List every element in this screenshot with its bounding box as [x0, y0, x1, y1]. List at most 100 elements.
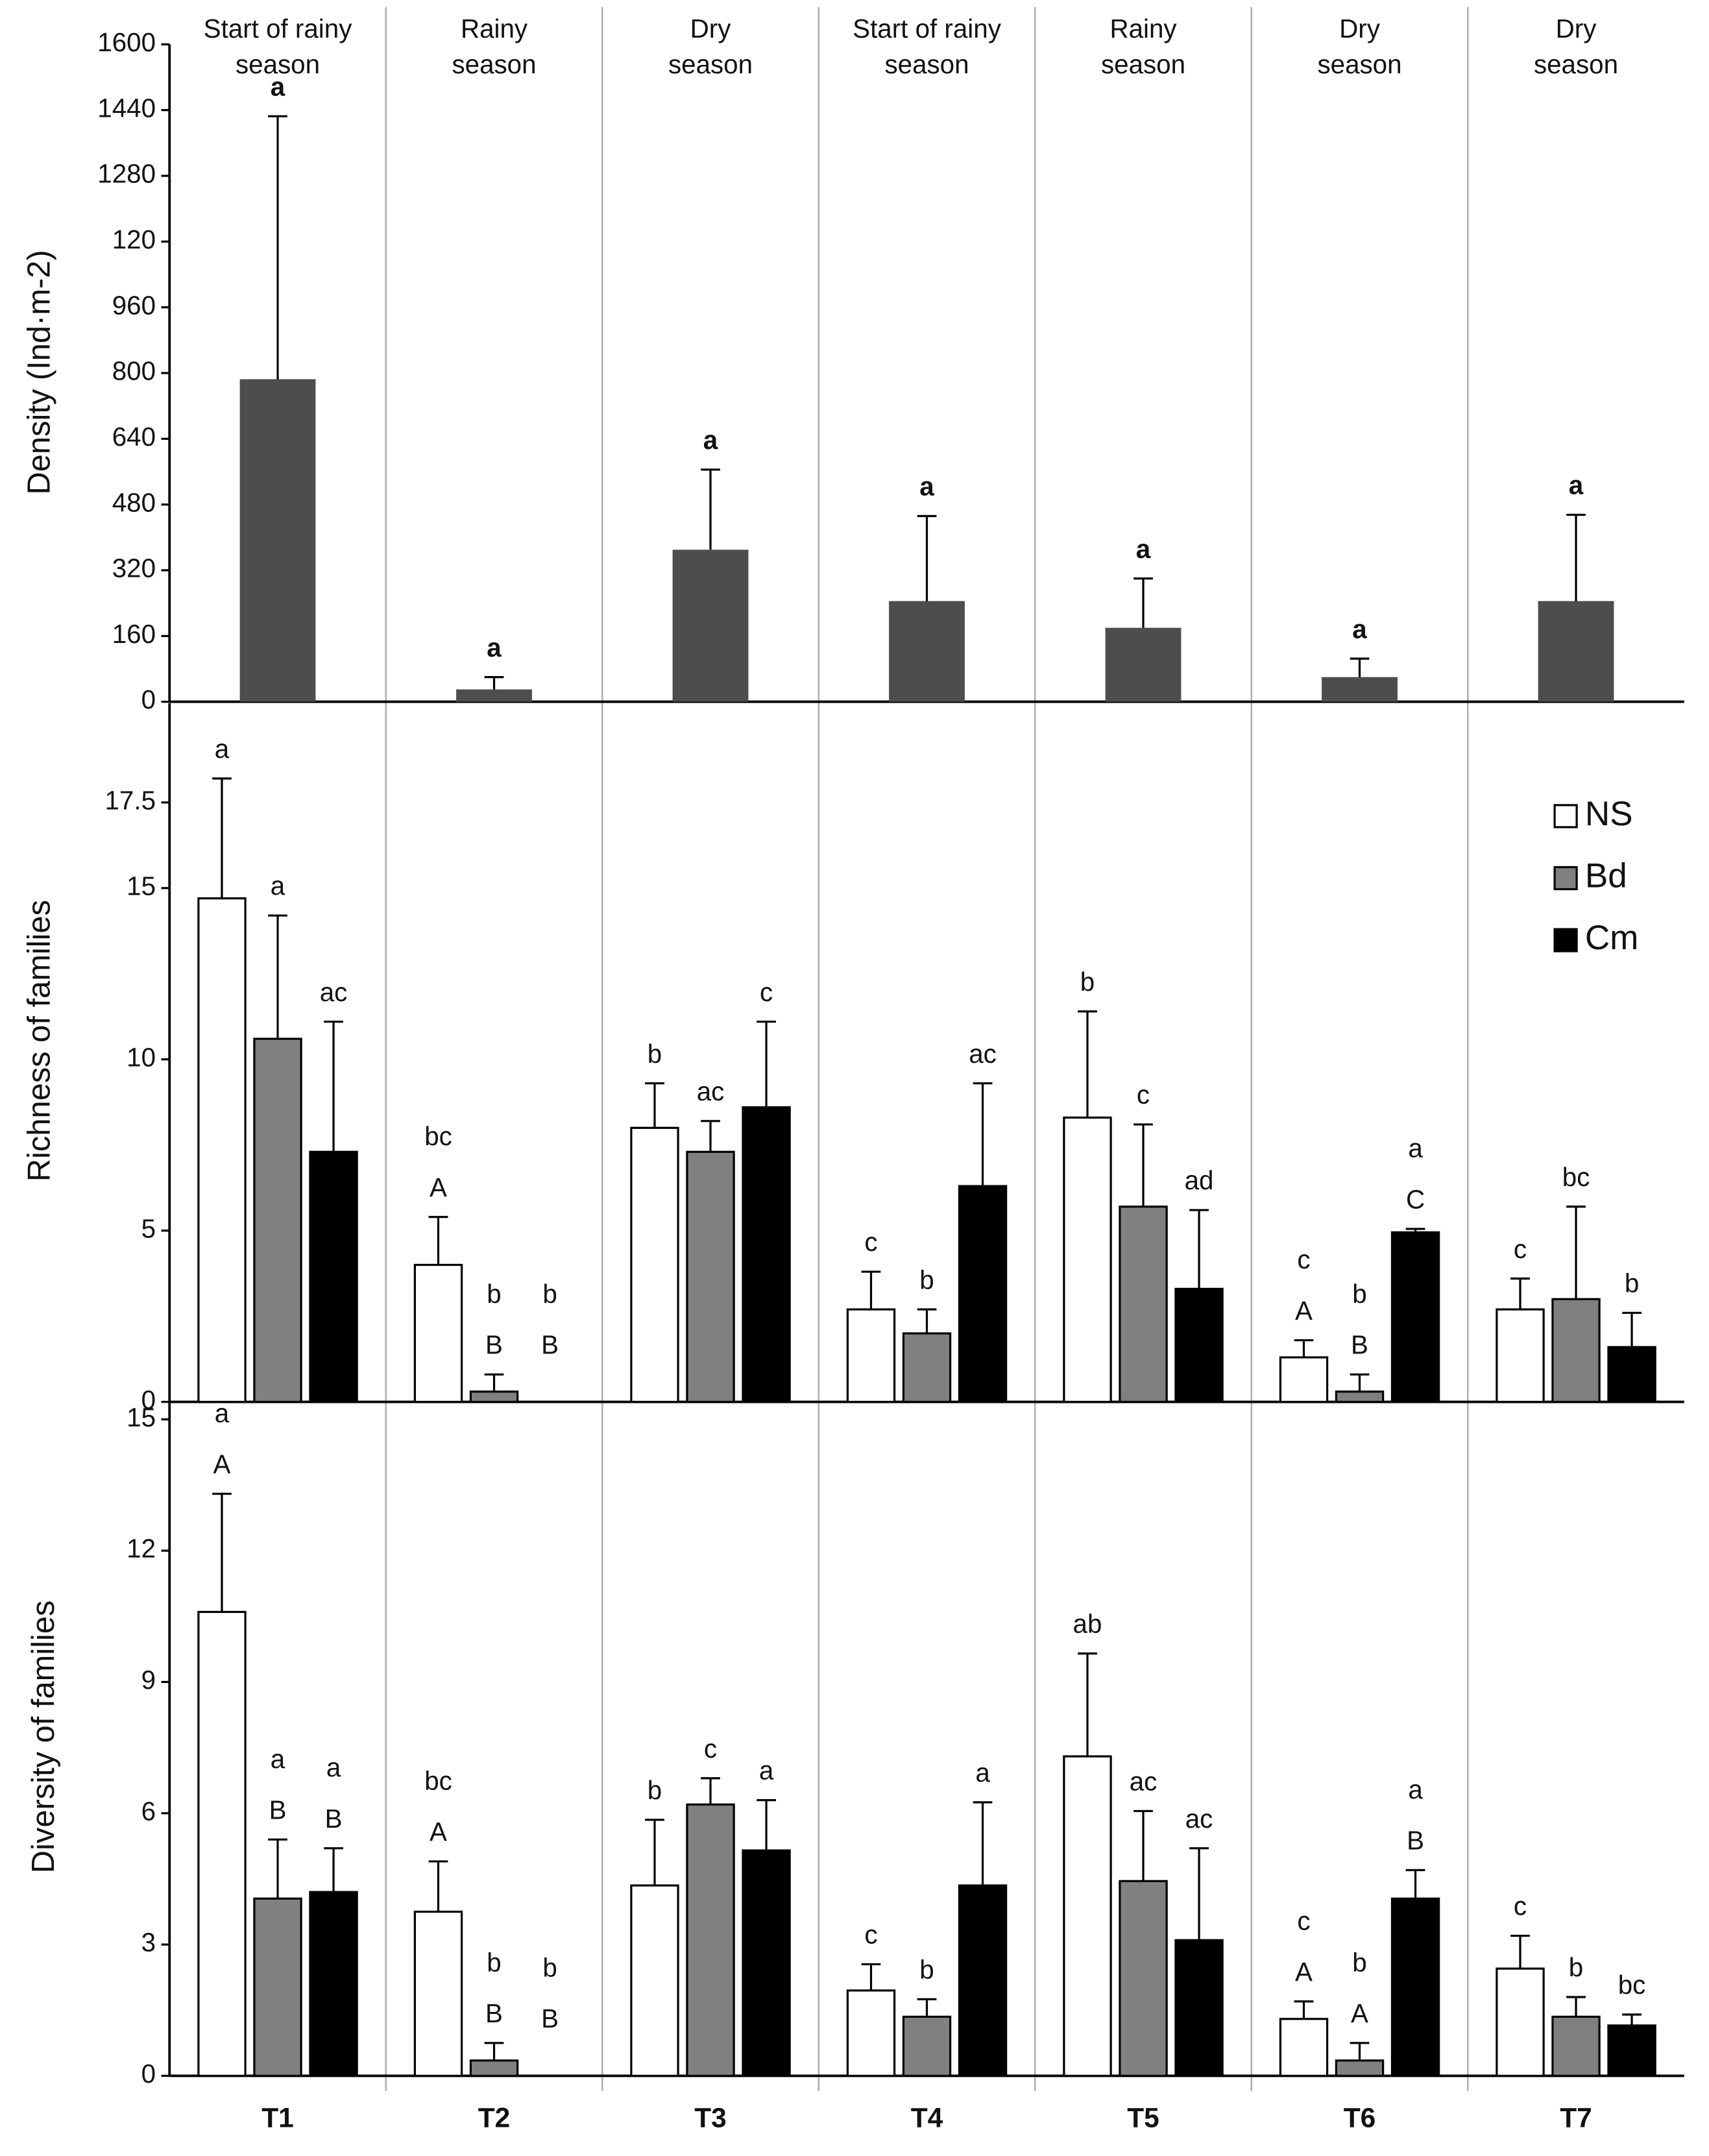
error-bar — [1294, 2000, 1314, 2019]
error-bar — [1510, 1934, 1530, 1969]
significance-letter: b — [648, 1775, 662, 1805]
significance-letter: B — [485, 1330, 503, 1360]
significance-letter: A — [430, 1172, 447, 1202]
significance-letter: c — [864, 1920, 877, 1950]
error-bar — [757, 1021, 776, 1108]
significance-letter: B — [541, 1329, 559, 1359]
error-bar — [1405, 1869, 1425, 1899]
bar — [1551, 1298, 1601, 1403]
bar — [1063, 1116, 1112, 1403]
significance-letter: c — [1514, 1891, 1527, 1921]
significance-letter: C — [1406, 1184, 1425, 1214]
bar — [1322, 677, 1398, 702]
significance-letter: a — [759, 1756, 774, 1786]
significance-letter: a — [326, 1752, 341, 1782]
significance-letter: a — [1136, 534, 1151, 564]
error-bar — [861, 1963, 881, 1991]
legend-swatch — [1553, 866, 1578, 891]
bar — [1174, 1287, 1224, 1403]
error-bar — [484, 676, 504, 690]
bar — [239, 379, 316, 702]
season-label: Start of rainy — [853, 14, 1002, 43]
significance-letter: c — [864, 1227, 877, 1257]
significance-letter: b — [1080, 967, 1095, 997]
significance-letter: B — [269, 1795, 287, 1824]
bar — [630, 1126, 679, 1403]
x-tick-label: T4 — [911, 2103, 943, 2134]
significance-letter: A — [1295, 1296, 1313, 1326]
error-bar — [484, 1373, 504, 1392]
error-bar — [1189, 1847, 1209, 1941]
x-tick-label: T7 — [1560, 2103, 1592, 2134]
bar — [1607, 1346, 1656, 1403]
significance-letter: b — [487, 1279, 501, 1309]
legend-swatch — [1553, 804, 1578, 829]
significance-letter: c — [1297, 1906, 1310, 1935]
significance-letter: c — [1514, 1234, 1527, 1264]
significance-letter: ac — [969, 1039, 997, 1069]
error-bar — [428, 1860, 448, 1912]
legend-swatch — [1553, 928, 1578, 952]
error-bar — [973, 1801, 993, 1886]
error-bar — [1189, 1209, 1209, 1289]
y-axis-title: Diversity of families — [26, 1601, 61, 1874]
significance-letter: ad — [1185, 1165, 1214, 1195]
bar — [1279, 1356, 1329, 1403]
bar — [253, 1897, 302, 2077]
error-bar — [1133, 1810, 1153, 1882]
significance-letter: c — [704, 1734, 717, 1763]
y-tick-label: 3 — [141, 1928, 156, 1957]
error-bar — [1078, 1652, 1097, 1757]
y-tick-label: 9 — [141, 1665, 156, 1695]
season-label: Dry — [1339, 14, 1381, 43]
significance-letter: ac — [1130, 1767, 1158, 1797]
error-bar — [1078, 1010, 1097, 1118]
bar — [309, 1150, 358, 1403]
significance-letter: A — [1351, 1998, 1368, 2028]
error-bar — [324, 1847, 343, 1893]
significance-letter: b — [1352, 1279, 1366, 1309]
significance-letter: A — [430, 1817, 447, 1847]
bar — [686, 1150, 735, 1403]
error-bar — [484, 2042, 504, 2061]
error-bar — [701, 468, 720, 550]
error-bar — [645, 1082, 664, 1128]
legend-label: NS — [1585, 795, 1633, 833]
y-tick-label: 800 — [112, 356, 156, 386]
error-bar — [212, 1492, 232, 1612]
error-bar — [268, 115, 287, 380]
error-bar — [1133, 577, 1153, 628]
bar — [197, 1610, 247, 2077]
error-bar — [212, 777, 232, 899]
significance-letter: a — [215, 734, 230, 764]
error-bar — [757, 1799, 776, 1851]
significance-letter: a — [1408, 1133, 1423, 1163]
bar — [846, 1308, 896, 1403]
significance-letter: ac — [1185, 1804, 1213, 1834]
x-tick-label: T1 — [261, 2103, 294, 2134]
significance-letter: b — [1569, 1952, 1583, 1982]
error-bar — [1294, 1339, 1314, 1358]
bar — [309, 1891, 358, 2077]
bar — [1335, 1390, 1385, 1403]
season-label: Rainy — [461, 14, 528, 43]
season-label: season — [1101, 49, 1185, 79]
significance-letter: bc — [424, 1765, 452, 1795]
error-bar — [268, 1838, 287, 1899]
y-tick-label: 480 — [112, 487, 156, 517]
y-tick-label: 320 — [112, 553, 156, 583]
error-bar — [645, 1819, 664, 1886]
bar — [742, 1106, 791, 1403]
bar — [1119, 1205, 1168, 1403]
significance-letter: B — [325, 1804, 343, 1834]
bar — [413, 1263, 463, 1403]
significance-letter: b — [487, 1947, 501, 1977]
significance-letter: c — [1137, 1080, 1150, 1109]
significance-letter: a — [975, 1758, 990, 1787]
season-label: season — [236, 49, 320, 79]
significance-letter: a — [1569, 470, 1584, 500]
season-label: season — [1534, 49, 1618, 79]
x-tick-label: T2 — [478, 2103, 511, 2134]
bar — [958, 1884, 1008, 2077]
